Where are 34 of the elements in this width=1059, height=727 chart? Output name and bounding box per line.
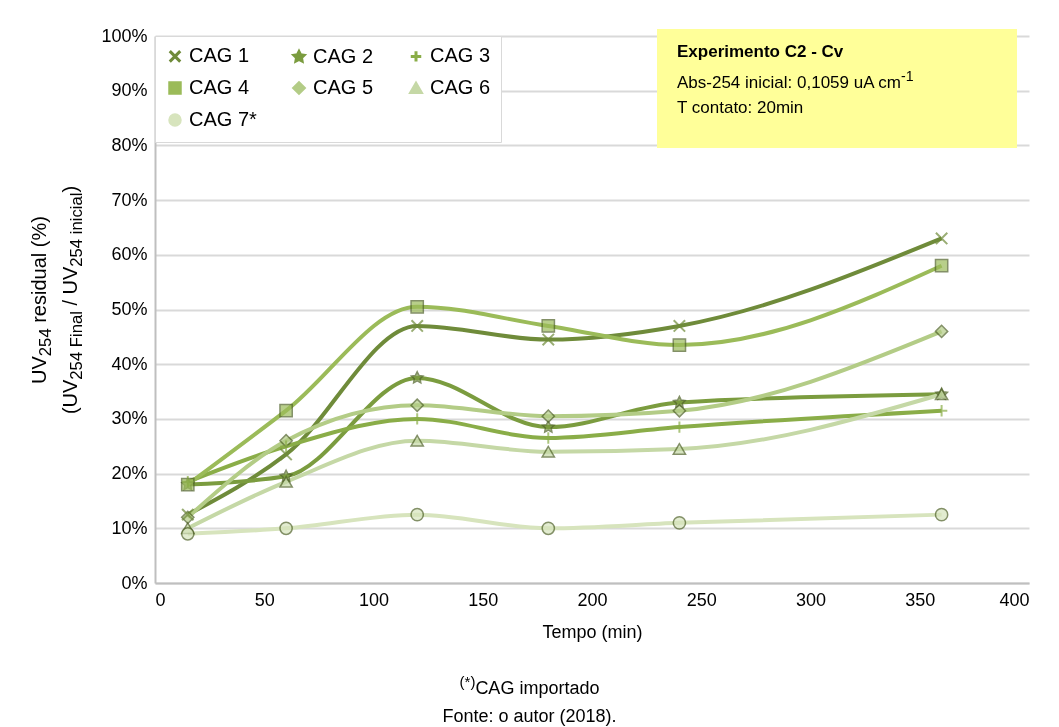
legend-label: CAG 7* [189,108,258,130]
y-tick-label: 30% [111,408,148,429]
annotation: Abs-254 inicial: 0,1059 uA cm$^{-1}$ [677,67,915,94]
note-box: Experimento C2 - Cv Abs-254 inicial: 0,1059 uA cm$^{-1}$ T contato: 20min [657,29,1017,148]
x-tick-label: 150 [468,589,499,610]
text: $^{(*)}$CAG importado [458,672,601,700]
x-axis-title: Tempo (min) [542,621,643,642]
x-tick-label: 50 [254,589,275,610]
y-tick-label: 90% [111,80,148,101]
annotation: T contato: 20min [677,96,805,119]
x-tick-label: 100 [358,589,390,610]
legend-label: CAG 1 [189,44,250,67]
legend-label: CAG 2 [313,44,374,67]
legend-label: CAG 3 [430,44,491,67]
annotation: Experimento C2 - Cv [677,41,845,63]
y-tick-label: 100% [101,25,148,46]
x-tick-label: 400 [999,589,1030,610]
x-tick-label: 200 [577,589,608,610]
y-tick-label: 80% [111,134,148,155]
y-tick-label: 40% [111,353,148,374]
source-note: Fonte: o autor (2018). [441,705,618,727]
y-tick-label: 20% [111,463,148,484]
y-tick-label: 50% [111,299,148,319]
x-tick-label: 250 [686,589,717,610]
legend-label: CAG 6 [430,76,491,98]
x-tick-label: 300 [795,589,827,610]
x-tick-label: 350 [905,589,936,610]
legend-label: CAG 4 [189,76,250,98]
y-tick-label: 70% [111,189,148,210]
y-tick-label: 10% [111,517,148,538]
y-tick-label: 60% [111,244,148,265]
y-tick-label: 0% [121,572,148,593]
legend-label: CAG 5 [313,76,374,98]
x-tick-label: 0 [155,589,166,610]
